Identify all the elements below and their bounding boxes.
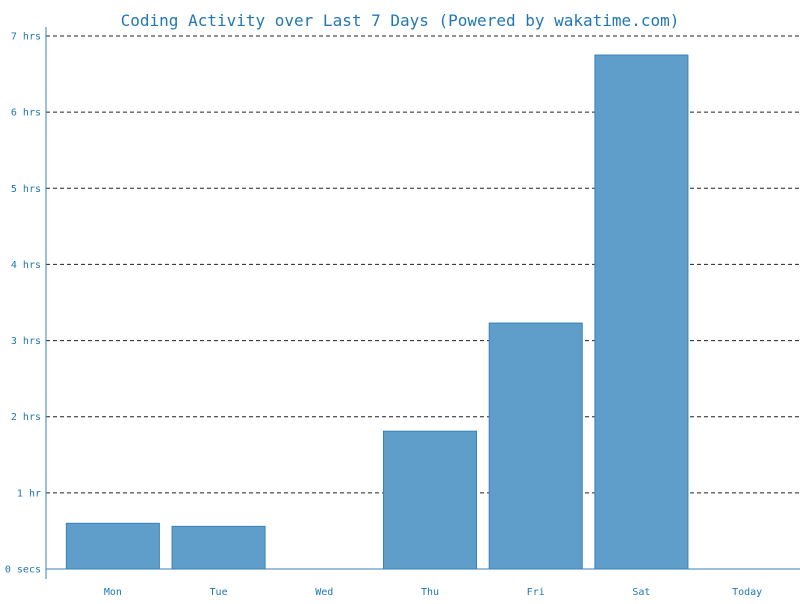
x-tick-label: Tue (210, 587, 228, 598)
x-tick-label: Today (732, 587, 762, 598)
y-tick-label: 3 hrs (11, 336, 41, 347)
x-tick-label: Wed (315, 587, 333, 598)
y-tick-label: 1 hr (17, 488, 41, 499)
bar-thu[interactable] (382, 430, 478, 570)
bar-sat[interactable] (594, 54, 689, 570)
x-tick-label: Sat (632, 587, 650, 598)
chart-title: Coding Activity over Last 7 Days (Powere… (121, 11, 680, 30)
y-tick-label: 4 hrs (11, 260, 41, 271)
y-tick-labels: 0 secs 1 hr 2 hrs 3 hrs 4 hrs 5 hrs 6 hrs 7 hrs (5, 32, 41, 576)
axes (45, 27, 800, 579)
bar-tue[interactable] (171, 525, 266, 570)
x-tick-labels: Mon Tue Wed Thu Fri Sat Today (104, 587, 762, 598)
x-tick-label: Fri (527, 587, 545, 598)
x-tick-label: Mon (104, 587, 122, 598)
y-tick-label: 5 hrs (11, 184, 41, 195)
y-tick-label: 0 secs (5, 565, 41, 576)
bar-mon[interactable] (65, 522, 160, 570)
x-tick-label: Thu (421, 587, 439, 598)
y-tick-label: 6 hrs (11, 108, 41, 119)
y-tick-label: 2 hrs (11, 412, 41, 423)
bar-fri[interactable] (488, 322, 583, 570)
y-tick-label: 7 hrs (11, 32, 41, 43)
bars (65, 54, 689, 570)
